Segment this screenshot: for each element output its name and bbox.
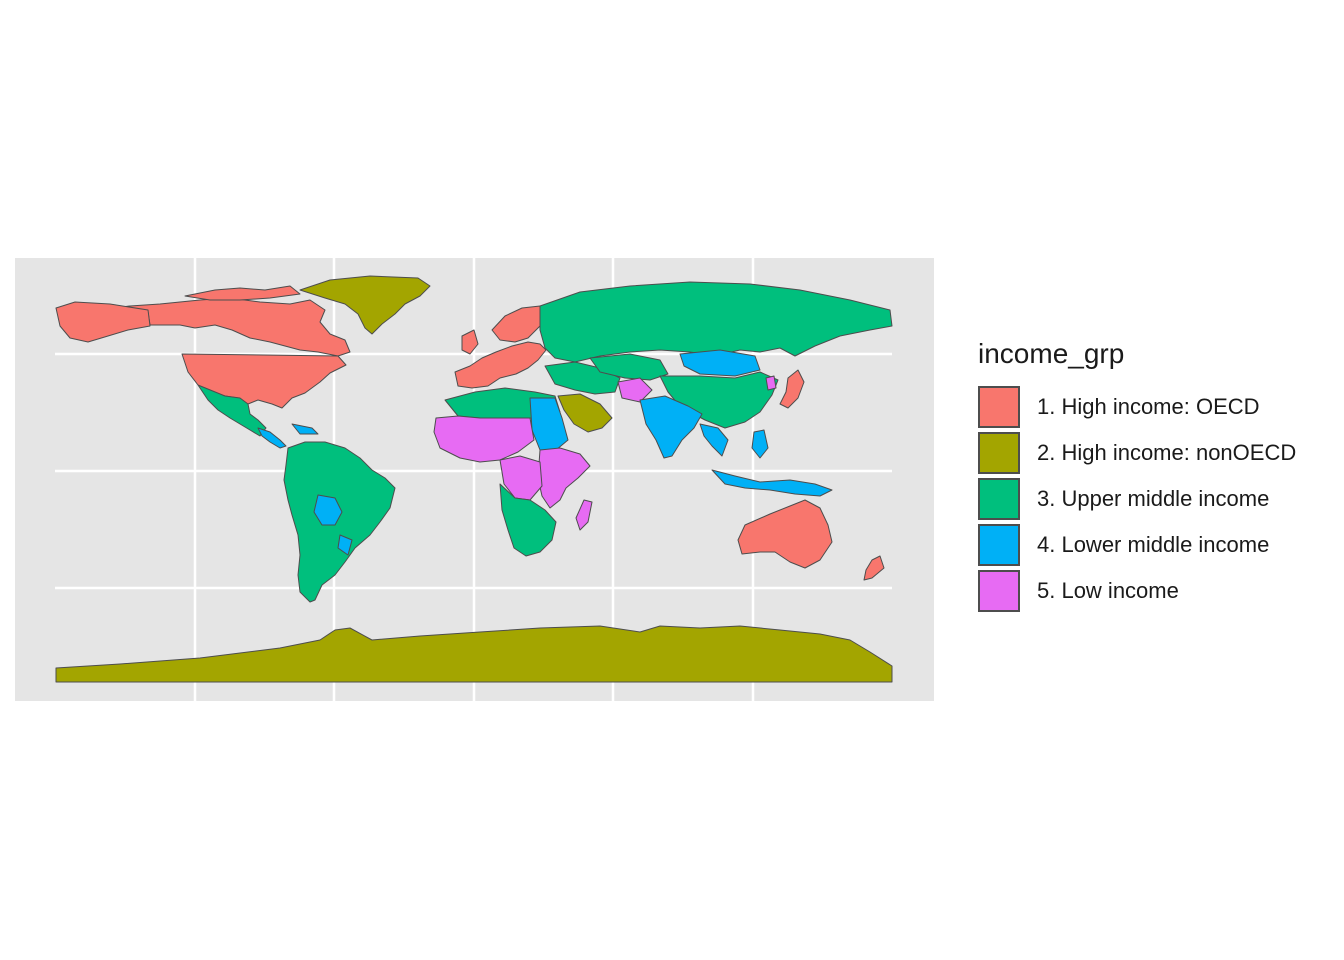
region-mongolia xyxy=(679,349,761,377)
region-south-asia xyxy=(639,395,703,459)
legend-label: 3. Upper middle income xyxy=(1037,486,1270,511)
legend-key-low-income xyxy=(978,570,1020,612)
region-indonesia xyxy=(711,469,833,497)
region-alaska xyxy=(55,301,151,343)
legend-item-high-income-nonoecd: 2. High income: nonOECD xyxy=(978,430,1296,476)
region-philippines xyxy=(751,429,769,459)
region-japan xyxy=(779,369,805,409)
region-madagascar xyxy=(575,499,593,531)
region-arctic-islands xyxy=(184,285,301,301)
legend-item-high-income-oecd: 1. High income: OECD xyxy=(978,384,1296,430)
region-central-africa xyxy=(499,455,543,501)
legend-item-upper-middle-income: 3. Upper middle income xyxy=(978,476,1296,522)
region-southeast-asia xyxy=(699,423,729,457)
legend-item-low-income: 5. Low income xyxy=(978,568,1296,614)
region-saudi-arabia xyxy=(557,393,613,433)
region-australia xyxy=(737,499,833,569)
legend-key-high-income-nonoecd xyxy=(978,432,1020,474)
world-map-panel xyxy=(15,258,934,701)
region-sahel-west-africa xyxy=(433,415,535,463)
legend-title: income_grp xyxy=(978,338,1125,369)
legend-label: 1. High income: OECD xyxy=(1037,394,1260,419)
legend-label: 4. Lower middle income xyxy=(1037,532,1270,557)
region-central-asia xyxy=(589,353,669,381)
region-korea xyxy=(765,375,777,391)
region-central-america xyxy=(257,427,287,449)
region-caribbean xyxy=(291,423,319,435)
legend-label: 5. Low income xyxy=(1037,578,1179,603)
region-uk xyxy=(461,329,479,355)
region-southern-africa xyxy=(499,483,557,557)
legend-key-upper-middle-income xyxy=(978,478,1020,520)
region-russia xyxy=(539,281,893,363)
legend-key-lower-middle-income xyxy=(978,524,1020,566)
region-paraguay xyxy=(337,534,353,556)
region-east-africa xyxy=(537,447,591,509)
legend-label: 2. High income: nonOECD xyxy=(1037,440,1297,465)
region-bolivia xyxy=(313,494,343,526)
legend-item-lower-middle-income: 4. Lower middle income xyxy=(978,522,1296,568)
region-new-zealand xyxy=(863,555,885,581)
legend-key-high-income-oecd xyxy=(978,386,1020,428)
region-south-america xyxy=(283,441,396,603)
region-afghanistan xyxy=(617,377,653,403)
region-greenland xyxy=(299,275,431,335)
legend: income_grp 1. High income: OECD 2. High … xyxy=(978,338,1296,614)
region-egypt-sudan xyxy=(529,397,569,451)
region-antarctica xyxy=(55,625,893,683)
region-europe-west xyxy=(454,341,547,389)
